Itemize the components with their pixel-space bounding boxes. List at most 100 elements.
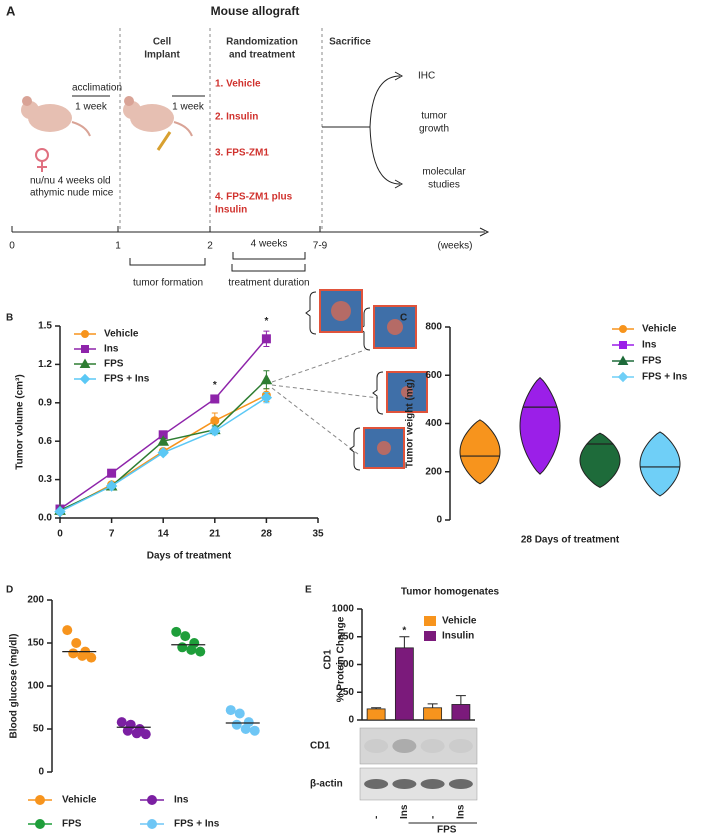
point [234, 708, 245, 719]
legend-label: FPS + Ins [174, 819, 220, 830]
legend-label: FPS + Ins [642, 372, 688, 383]
timeline-tick: 1 [115, 241, 121, 252]
step-label: 1 week [172, 102, 205, 113]
marker [79, 358, 91, 368]
panel-label: A [6, 3, 16, 18]
marker [54, 505, 66, 518]
y-tick-label: 1000 [332, 604, 355, 615]
stage: Randomization [226, 37, 298, 48]
y-tick-label: 0.9 [38, 397, 52, 408]
stage: Sacrifice [329, 37, 371, 48]
outcome: tumor [421, 111, 447, 122]
female-symbol [35, 148, 49, 172]
marker [209, 425, 221, 437]
marker [210, 416, 220, 426]
x-axis-label: Days of treatment [147, 551, 232, 562]
point [177, 642, 188, 653]
marker [157, 447, 169, 459]
diagram-title: Mouse allograft [211, 4, 300, 18]
legend-label: Vehicle [442, 616, 477, 627]
point [86, 652, 97, 663]
x-tick-label: - [371, 816, 382, 819]
y-axis-label: Tumor weight (mg) [405, 379, 416, 468]
point [240, 724, 251, 734]
outcome: growth [419, 124, 449, 135]
y-tick-label: 100 [27, 681, 44, 692]
timeline-tick: 2 [207, 241, 213, 252]
x-tick-label: Ins [399, 804, 410, 819]
y-tick-label: 1.5 [38, 321, 52, 332]
y-axis-label: Blood glucose (mg/dl) [9, 634, 20, 739]
x-tick-label: 35 [312, 529, 324, 540]
x-tick-label: - [427, 816, 438, 819]
blot-band [364, 739, 389, 753]
outcome: studies [428, 180, 460, 191]
violin [579, 432, 621, 489]
bar [423, 707, 443, 721]
marker [617, 355, 629, 365]
error-bar [399, 636, 410, 648]
stage: and treatment [229, 50, 296, 61]
legend-label: FPS + Ins [104, 374, 150, 385]
x-axis-label: 28 Days of treatment [521, 535, 620, 546]
chart-title: Tumor homogenates [401, 587, 500, 598]
span-label: treatment duration [228, 278, 309, 289]
y-tick-label: 50 [33, 724, 45, 735]
y-tick-label: 0 [348, 715, 354, 726]
y-axis-label: % Protein Change [336, 616, 347, 702]
x-tick-label: 28 [261, 529, 273, 540]
error-bar [427, 703, 438, 708]
treatment: 4. FPS-ZM1 plus [215, 192, 293, 203]
violin [459, 419, 501, 485]
blot-band [364, 779, 389, 789]
y-axis-label: Tumor volume (cm³) [15, 374, 26, 469]
marker [261, 334, 271, 344]
blot-label: β-actin [310, 779, 343, 790]
span-label: 4 weeks [251, 239, 288, 250]
y-axis-label: CD1 [323, 649, 334, 669]
marker [260, 391, 273, 404]
legend-label: Insulin [442, 631, 474, 642]
stage: Implant [144, 50, 180, 61]
treatment: 3. FPS-ZM1 [215, 148, 269, 159]
panel-label: C [400, 313, 407, 324]
legend-swatch [424, 616, 436, 626]
blot-band [392, 739, 417, 753]
marker [619, 325, 627, 333]
legend-label: FPS [104, 359, 124, 370]
y-tick-label: 400 [425, 418, 442, 429]
annotation: * [264, 316, 268, 327]
x-tick-label: Ins [456, 804, 467, 819]
bar [394, 647, 414, 721]
point [171, 626, 182, 637]
legend-marker [147, 819, 157, 829]
y-tick-label: 0 [38, 767, 44, 778]
point [225, 705, 236, 716]
point [249, 725, 260, 736]
blot-band [448, 739, 473, 753]
stage: Cell [153, 37, 172, 48]
y-tick-label: 800 [425, 322, 442, 333]
legend-label: FPS [642, 356, 662, 367]
timeline-unit: (weeks) [437, 241, 472, 252]
mice-note: nu/nu 4 weeks old [30, 176, 111, 187]
blot-label: CD1 [310, 741, 330, 752]
legend-marker [35, 819, 45, 829]
panel-label: E [305, 585, 312, 596]
mouse [123, 96, 193, 151]
span-label: tumor formation [133, 278, 203, 289]
point [77, 650, 88, 661]
point [71, 638, 82, 648]
y-tick-label: 600 [425, 370, 442, 381]
outcome-arrows [322, 71, 404, 189]
point [62, 625, 73, 636]
point [68, 648, 79, 659]
legend-label: FPS [62, 819, 82, 830]
blot-band [420, 739, 445, 753]
x-tick-label: 0 [57, 529, 63, 540]
group-label: FPS [437, 825, 457, 835]
tumor-photos [271, 289, 428, 471]
treatment: Insulin [215, 205, 247, 216]
y-tick-label: 0.0 [38, 513, 52, 524]
marker [210, 394, 220, 404]
